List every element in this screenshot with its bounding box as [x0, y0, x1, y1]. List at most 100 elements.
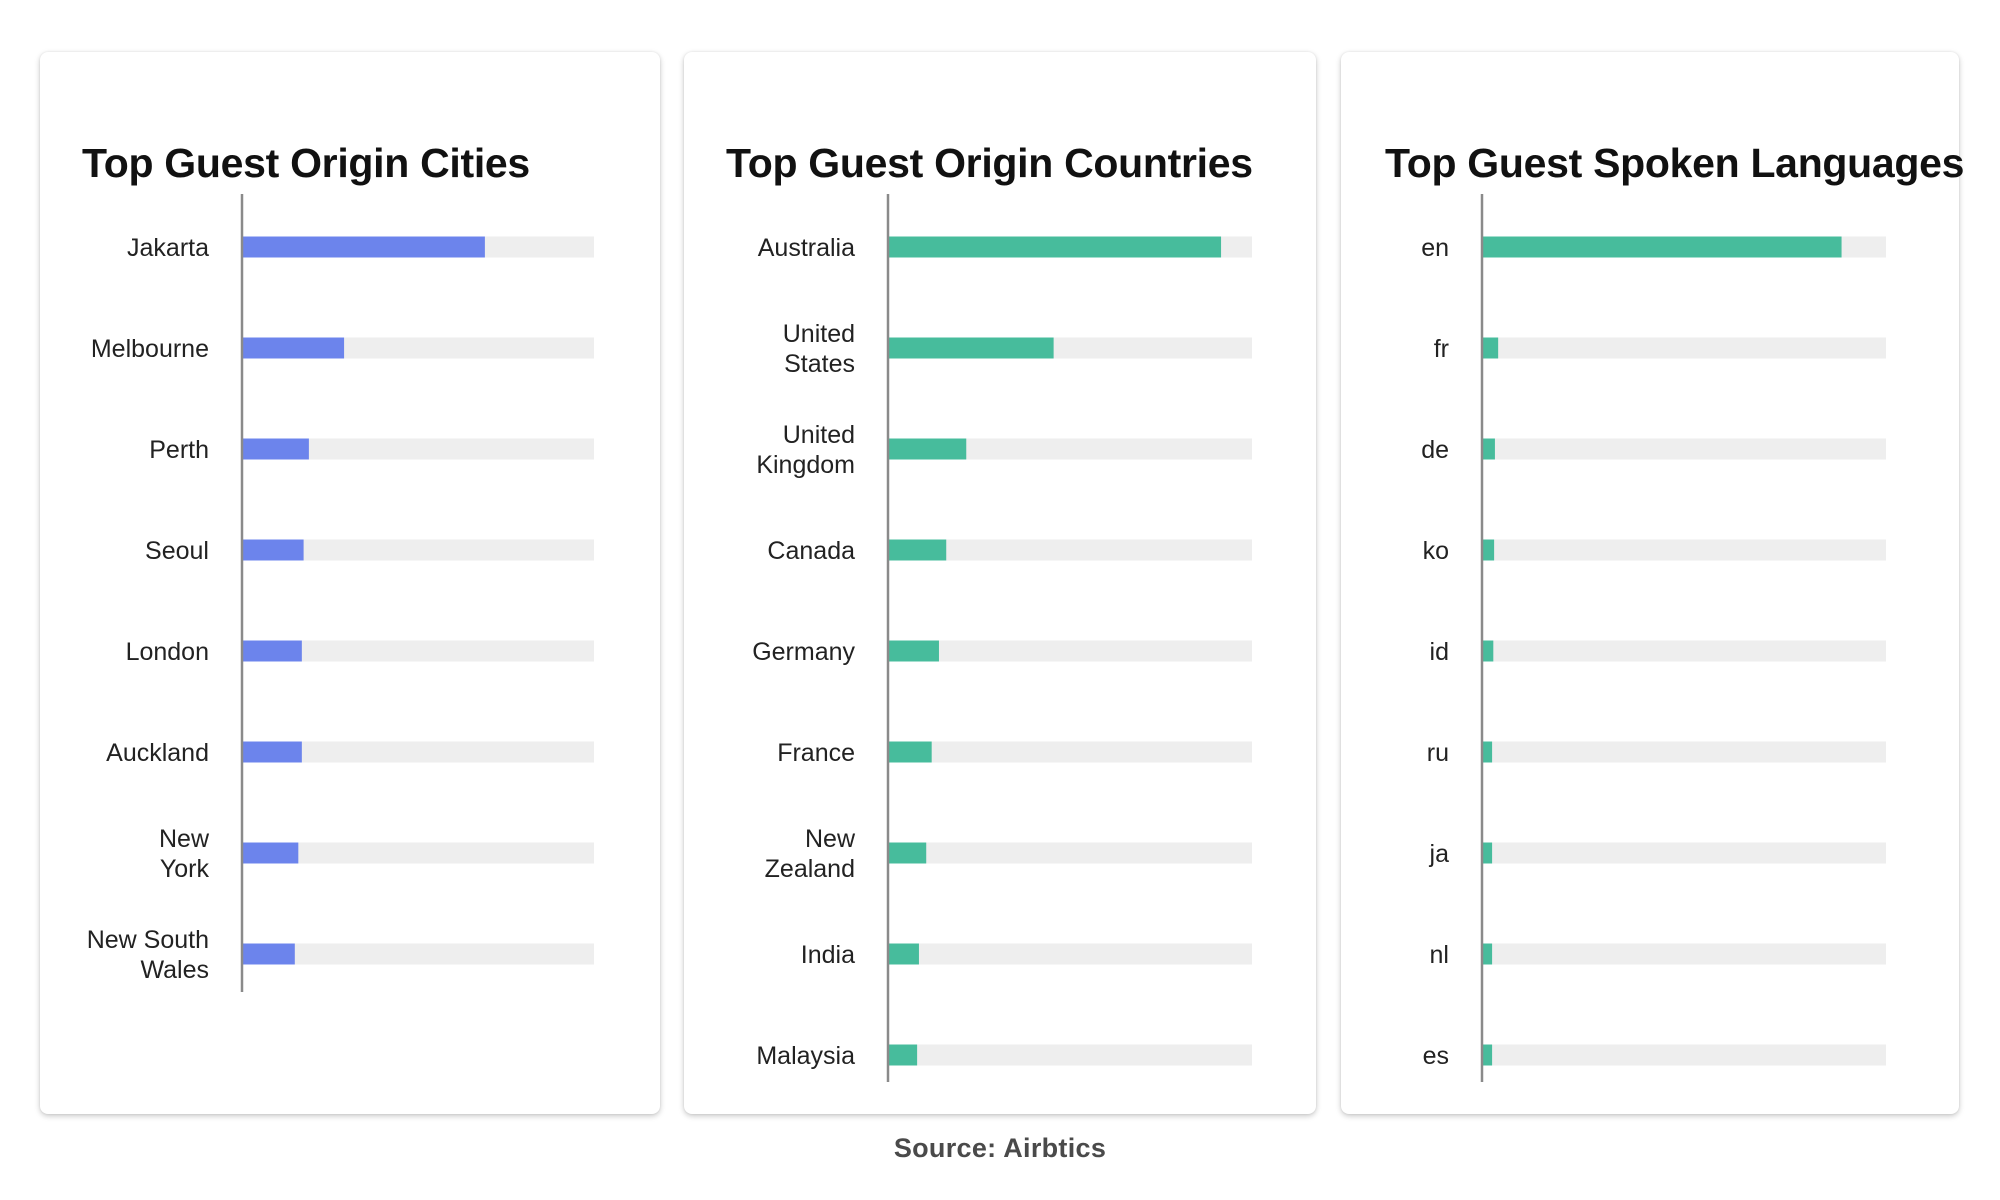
bar-track: [1482, 337, 1886, 359]
bar-row: Jakarta: [127, 234, 594, 262]
category-label: nl: [1430, 941, 1449, 969]
category-label: France: [777, 739, 855, 767]
category-label: es: [1423, 1042, 1449, 1070]
bar-row: United Kingdom: [756, 421, 1252, 479]
bar-row: New Zealand: [765, 825, 1252, 883]
bar: [888, 236, 1222, 258]
card-top-guest-origin-cities: Top Guest Origin Cities Jakarta Melbourne…: [40, 52, 660, 1114]
bar-row: Auckland: [106, 739, 594, 767]
source-caption: Source: Airbtics: [893, 1133, 1107, 1163]
bar-row: Malaysia: [756, 1042, 1252, 1070]
bar: [888, 539, 947, 561]
bar: [1482, 539, 1495, 561]
bar: [888, 640, 939, 662]
bar-row: London: [126, 638, 594, 666]
category-label: Perth: [149, 436, 209, 464]
bar: [888, 438, 967, 460]
category-label: de: [1421, 436, 1449, 464]
bar-row: New York: [159, 825, 594, 883]
bar: [242, 943, 295, 965]
category-label: United Kingdom: [756, 421, 855, 479]
card-top-guest-origin-countries: Top Guest Origin Countries Australia Unit…: [684, 52, 1316, 1114]
category-label: Auckland: [106, 739, 209, 767]
bar: [1482, 741, 1493, 763]
bar: [888, 943, 919, 965]
category-label: Germany: [752, 638, 855, 666]
bar-row: India: [801, 941, 1252, 969]
bar-row: de: [1421, 436, 1886, 464]
bar: [888, 1044, 918, 1066]
bar-row: nl: [1430, 941, 1886, 969]
countries-bar-chart: Australia United States United Kingdom Canada…: [752, 194, 1252, 1082]
bar: [242, 842, 299, 864]
bar-track: [888, 842, 1252, 864]
bar-track: [1482, 539, 1886, 561]
bar: [242, 741, 302, 763]
category-label: New Zealand: [765, 825, 856, 883]
bar: [1482, 842, 1493, 864]
bar-track: [242, 539, 594, 561]
chart-title: Top Guest Origin Cities: [82, 140, 530, 186]
bar-row: France: [777, 739, 1252, 767]
category-label: London: [126, 638, 209, 666]
bar: [242, 539, 304, 561]
bar-row: Australia: [758, 234, 1252, 262]
bar-track: [242, 438, 594, 460]
chart-title: Top Guest Spoken Languages: [1385, 140, 1965, 186]
bar-track: [1482, 1044, 1886, 1066]
category-label: Seoul: [145, 537, 209, 565]
category-label: United States: [783, 320, 855, 378]
bar-row: ko: [1423, 537, 1886, 565]
bar: [888, 337, 1054, 359]
bar: [1482, 640, 1494, 662]
bar-row: ja: [1429, 840, 1886, 868]
bar-row: Canada: [767, 537, 1252, 565]
bar-row: Seoul: [145, 537, 594, 565]
bar-row: Melbourne: [91, 335, 594, 363]
bar: [888, 741, 932, 763]
category-label: Canada: [767, 537, 855, 565]
category-label: ru: [1427, 739, 1449, 767]
bar: [1482, 438, 1495, 460]
bar-track: [242, 842, 594, 864]
category-label: Australia: [758, 234, 855, 262]
bar: [1482, 943, 1493, 965]
bar-row: fr: [1434, 335, 1886, 363]
bar: [1482, 337, 1499, 359]
bar: [1482, 236, 1842, 258]
bar-track: [888, 741, 1252, 763]
bar: [242, 438, 309, 460]
card-top-guest-spoken-languages: Top Guest Spoken Languages en fr de ko id ru j…: [1341, 52, 1964, 1114]
bar-row: es: [1423, 1042, 1886, 1070]
category-label: fr: [1434, 335, 1449, 363]
bar-row: New South Wales: [87, 926, 594, 984]
bar-track: [242, 640, 594, 662]
bar: [242, 640, 302, 662]
category-label: ja: [1429, 840, 1450, 868]
chart-title: Top Guest Origin Countries: [726, 140, 1253, 186]
bar-track: [888, 943, 1252, 965]
category-label: Malaysia: [756, 1042, 855, 1070]
bar-track: [888, 640, 1252, 662]
bar: [1482, 1044, 1493, 1066]
bar-track: [888, 1044, 1252, 1066]
bar-track: [1482, 842, 1886, 864]
category-label: New York: [159, 825, 210, 883]
cities-bar-chart: Jakarta Melbourne Perth Seoul London Auckland…: [87, 194, 594, 992]
category-label: India: [801, 941, 855, 969]
bar: [888, 842, 927, 864]
bar: [242, 236, 485, 258]
bar-track: [888, 438, 1252, 460]
category-label: Melbourne: [91, 335, 209, 363]
bar-row: Germany: [752, 638, 1252, 666]
bar-track: [1482, 741, 1886, 763]
bar-row: United States: [783, 320, 1252, 378]
bar-track: [242, 943, 594, 965]
category-label: id: [1430, 638, 1449, 666]
languages-bar-chart: en fr de ko id ru ja nl es: [1421, 194, 1886, 1082]
bar-track: [1482, 640, 1886, 662]
bar-track: [888, 539, 1252, 561]
bar-track: [1482, 438, 1886, 460]
bar-track: [1482, 943, 1886, 965]
bar-row: id: [1430, 638, 1886, 666]
